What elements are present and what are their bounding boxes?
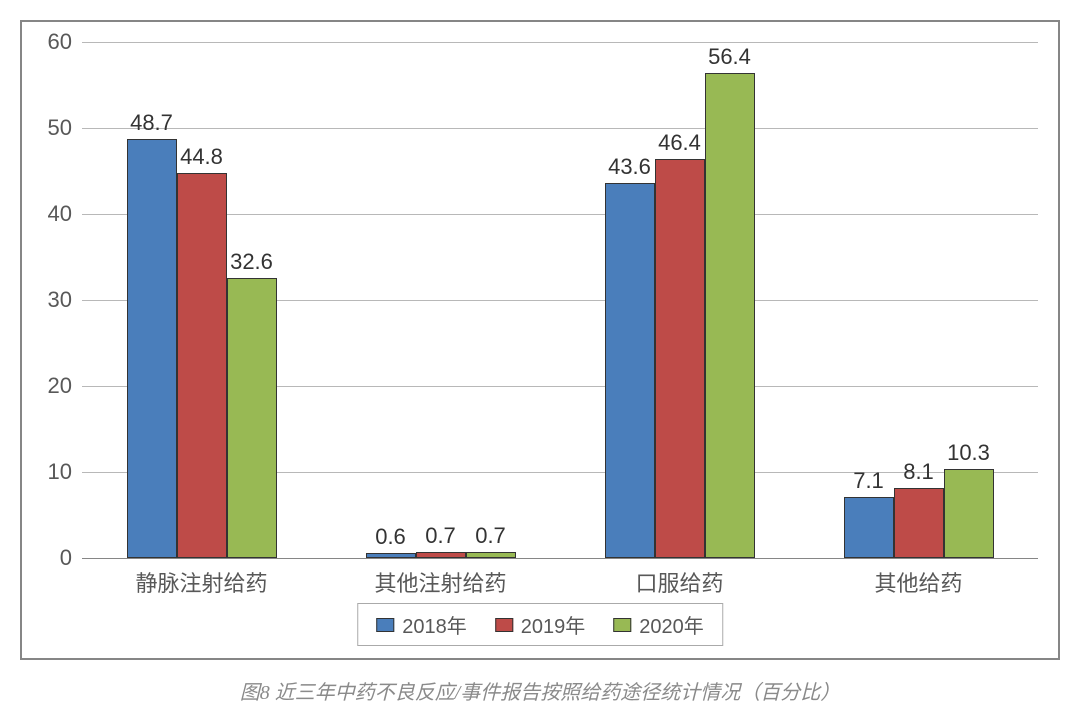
legend-label: 2019年 [521,610,586,639]
x-tick-label: 口服给药 [560,558,799,598]
legend-item: 2020年 [613,610,704,639]
x-tick-label: 其他注射给药 [321,558,560,598]
bar-group: 43.646.456.4 [560,42,799,558]
y-tick-label: 30 [48,287,72,313]
x-axis: 静脉注射给药其他注射给药口服给药其他给药 [82,558,1038,598]
bar-value-label: 7.1 [853,468,884,494]
x-tick-label: 其他给药 [799,558,1038,598]
bar-value-label: 10.3 [947,440,990,466]
bar-value-label: 8.1 [903,459,934,485]
x-tick-label: 静脉注射给药 [82,558,321,598]
y-tick-label: 60 [48,29,72,55]
caption: 图8 近三年中药不良反应/事件报告按照给药途径统计情况（百分比） [20,676,1060,705]
bar: 56.4 [705,73,755,558]
bar-value-label: 0.7 [475,523,506,549]
bar-value-label: 0.6 [375,524,406,550]
y-tick-label: 0 [60,545,72,571]
plot-area: 48.744.832.60.60.70.743.646.456.47.18.11… [82,42,1038,558]
legend-item: 2018年 [376,610,467,639]
y-axis: 0102030405060 [22,42,82,558]
bar: 48.7 [127,139,177,558]
bar: 8.1 [894,488,944,558]
bar-group: 48.744.832.6 [82,42,321,558]
y-tick-label: 10 [48,459,72,485]
bar-value-label: 44.8 [180,144,223,170]
y-tick-label: 50 [48,115,72,141]
y-tick-label: 40 [48,201,72,227]
bars-area: 48.744.832.60.60.70.743.646.456.47.18.11… [82,42,1038,558]
bar-value-label: 46.4 [658,130,701,156]
legend: 2018年 2019年 2020年 [357,603,723,646]
bar: 43.6 [605,183,655,558]
chart-container: 0102030405060 48.744.832.60.60.70.743.64… [20,20,1060,660]
bar-value-label: 48.7 [130,110,173,136]
bar: 44.8 [177,173,227,558]
bar: 10.3 [944,469,994,558]
y-tick-label: 20 [48,373,72,399]
legend-label: 2018年 [402,610,467,639]
legend-item: 2019年 [495,610,586,639]
bar-group: 0.6 0.7 0.7 [321,42,560,558]
legend-swatch [495,618,513,632]
bar-value-label: 56.4 [708,44,751,70]
bar-value-label: 43.6 [608,154,651,180]
bar-value-label: 32.6 [230,249,273,275]
bar-group: 7.18.110.3 [799,42,1038,558]
legend-label: 2020年 [639,610,704,639]
legend-swatch [376,618,394,632]
bar: 7.1 [844,497,894,558]
legend-swatch [613,618,631,632]
bar: 32.6 [227,278,277,558]
bar-value-label: 0.7 [425,523,456,549]
bar: 46.4 [655,159,705,558]
